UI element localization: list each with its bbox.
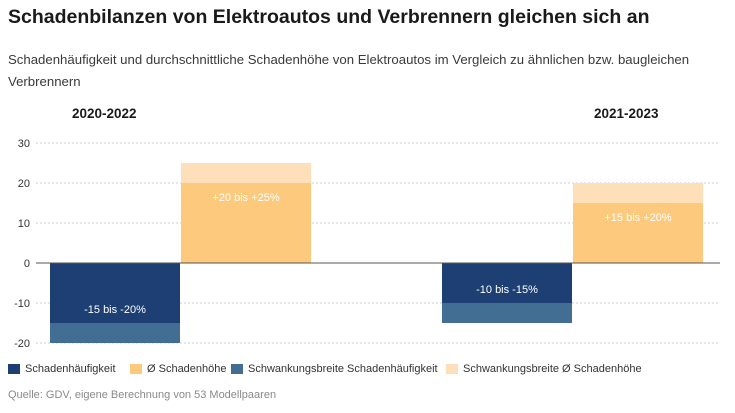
period-label-2: 2021-2023 — [594, 106, 659, 121]
period-label-1: 2020-2022 — [72, 106, 137, 121]
y-tick-label: 10 — [18, 218, 30, 230]
chart-area: 30 20 10 0 -10 -20 -15 bis -20% +20 bis +25% -10… — [14, 138, 720, 350]
legend-swatch-schwankung-hoehe — [446, 364, 458, 374]
data-label-schadenhoehe: +15 bis +20% — [604, 212, 671, 224]
bar-schadenhaeufigkeit — [442, 263, 572, 303]
bar-range-schadenhoehe — [181, 163, 311, 183]
legend-label-schadenhaeufigkeit: Schadenhäufigkeit — [25, 363, 116, 375]
y-tick-label: 0 — [24, 258, 30, 270]
data-label-schadenhoehe: +20 bis +25% — [212, 192, 279, 204]
source-note: Quelle: GDV, eigene Berechnung von 53 Mo… — [8, 389, 277, 401]
chart-title: Schadenbilanzen von Elektroautos und Ver… — [8, 6, 650, 28]
legend-label-schwankung-hoehe: Schwankungsbreite Ø Schadenhöhe — [463, 363, 642, 375]
data-label-schadenhaeufigkeit: -10 bis -15% — [476, 284, 538, 296]
y-tick-label: -20 — [14, 338, 30, 350]
bar-range-schadenhaeufigkeit — [50, 323, 180, 343]
legend-swatch-schwankung-haeufigkeit — [231, 364, 243, 374]
legend-label-schadenhoehe: Ø Schadenhöhe — [147, 363, 227, 375]
y-tick-label: 30 — [18, 138, 30, 150]
bar-schadenhaeufigkeit — [50, 263, 180, 323]
bar-schadenhoehe — [181, 183, 311, 263]
bar-range-schadenhaeufigkeit — [442, 303, 572, 323]
y-tick-label: 20 — [18, 178, 30, 190]
legend-label-schwankung-haeufigkeit: Schwankungsbreite Schadenhäufigkeit — [248, 363, 438, 375]
data-label-schadenhaeufigkeit: -15 bis -20% — [84, 304, 146, 316]
legend-swatch-schadenhoehe — [130, 364, 142, 374]
bar-range-schadenhoehe — [573, 183, 703, 203]
legend-swatch-schadenhaeufigkeit — [8, 364, 20, 374]
chart-subtitle: Schadenhäufigkeit und durchschnittliche … — [8, 52, 690, 89]
y-tick-label: -10 — [14, 298, 30, 310]
bar-schadenhoehe — [573, 203, 703, 263]
